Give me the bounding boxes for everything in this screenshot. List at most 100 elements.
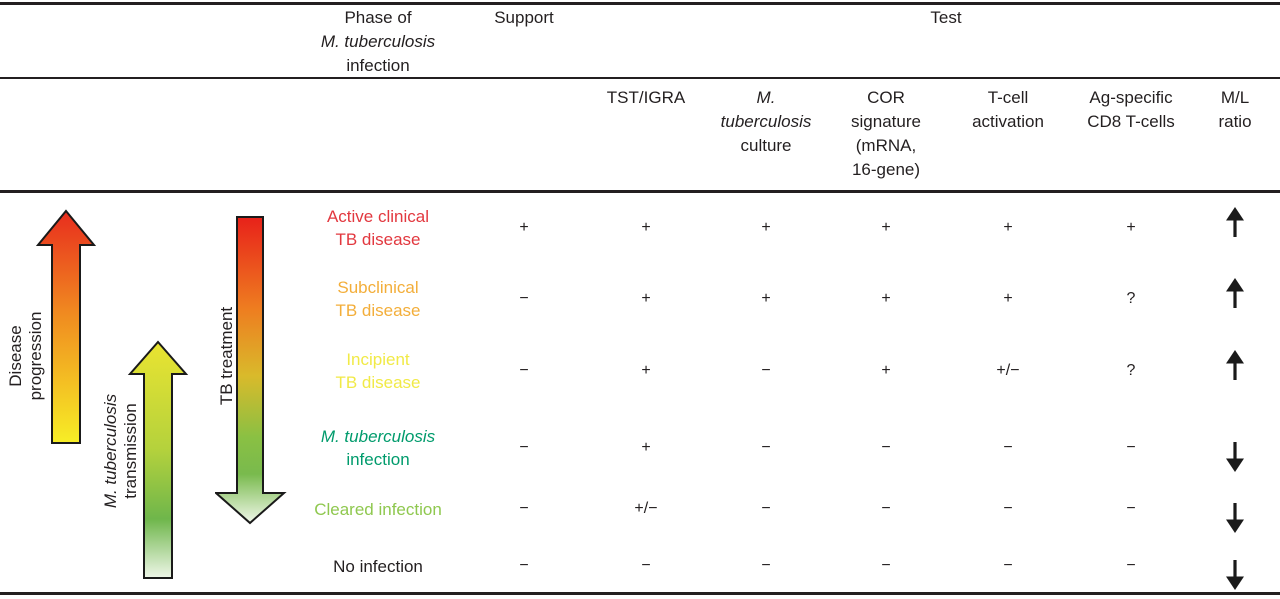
- mtb-transmission-arrow: [127, 340, 189, 579]
- table-bottom-border: [0, 592, 1280, 595]
- text-line: COR: [867, 88, 905, 107]
- ml-ratio-down-arrow: [1226, 503, 1244, 533]
- cell-incipient-tb-disease-support: −: [519, 362, 529, 379]
- cell-subclinical-tb-disease-cor: +: [881, 290, 891, 307]
- text-line: T-cell: [987, 88, 1029, 107]
- text-line: CD8 T-cells: [1087, 112, 1175, 131]
- cell-subclinical-tb-disease-tst-igra: +: [641, 290, 651, 307]
- disease-progression-label: Disease progression: [6, 256, 46, 456]
- cell-no-infection-support: −: [519, 557, 529, 574]
- row-label-no-infection: No infection: [280, 540, 476, 592]
- text-line: TST/IGRA: [606, 88, 686, 107]
- text-line: activation: [972, 112, 1044, 131]
- row-label-mtb-infection: M. tuberculosis infection: [280, 422, 476, 474]
- phase-header-line: infection: [346, 56, 410, 75]
- column-header-phase: Phase of M. tuberculosis infection: [280, 6, 476, 78]
- label-line: TB treatment: [217, 306, 236, 406]
- text-line: TB disease: [335, 230, 421, 249]
- text-line: No infection: [333, 556, 423, 576]
- cell-active-clinical-tb-disease-culture: +: [761, 219, 771, 236]
- text-line: Incipient: [346, 350, 410, 369]
- test-column-header-tst-igra: TST/IGRA: [586, 86, 706, 110]
- cell-mtb-infection-culture: −: [761, 439, 771, 456]
- cell-active-clinical-tb-disease-ag-cd8: +: [1126, 219, 1136, 236]
- test-column-header-cor-signature: COR signature (mRNA, 16-gene): [826, 86, 946, 182]
- text-line: M.: [756, 88, 776, 107]
- cell-no-infection-t-cell: −: [1003, 557, 1013, 574]
- ml-ratio-up-arrow: [1226, 278, 1244, 308]
- column-header-support: Support: [494, 8, 554, 27]
- cell-incipient-tb-disease-ag-cd8: ?: [1126, 362, 1136, 379]
- cell-subclinical-tb-disease-ag-cd8: ?: [1126, 290, 1136, 307]
- cell-subclinical-tb-disease-t-cell: +: [1003, 290, 1013, 307]
- text-line: infection: [346, 450, 410, 469]
- text-line: signature: [851, 112, 921, 131]
- text-line: Cleared infection: [314, 499, 442, 519]
- ml-ratio-up-arrow: [1226, 350, 1244, 380]
- cell-incipient-tb-disease-t-cell: +/−: [996, 362, 1020, 379]
- cell-cleared-infection-tst-igra: +/−: [634, 500, 658, 517]
- label-line: progression: [26, 311, 45, 401]
- text-line: Active clinical: [326, 207, 430, 226]
- cell-no-infection-tst-igra: −: [641, 557, 651, 574]
- ml-ratio-down-arrow: [1226, 560, 1244, 590]
- tb-treatment-label: TB treatment: [217, 256, 237, 456]
- cell-no-infection-cor: −: [881, 557, 891, 574]
- cell-mtb-infection-t-cell: −: [1003, 439, 1013, 456]
- text-line: TB disease: [335, 301, 421, 320]
- cell-mtb-infection-tst-igra: +: [641, 439, 651, 456]
- cell-cleared-infection-culture: −: [761, 500, 771, 517]
- text-line: 16-gene): [851, 160, 921, 179]
- text-line: M/L: [1220, 88, 1250, 107]
- cell-no-infection-ag-cd8: −: [1126, 557, 1136, 574]
- row-label-incipient-tb-disease: Incipient TB disease: [280, 345, 476, 397]
- test-column-header-t-cell-activation: T-cell activation: [948, 86, 1068, 134]
- table-top-border: [0, 2, 1280, 5]
- text-line: (mRNA,: [855, 136, 917, 155]
- cell-cleared-infection-ag-cd8: −: [1126, 500, 1136, 517]
- disease-progression-arrow: [35, 209, 97, 444]
- column-group-header-test: Test: [930, 8, 962, 27]
- ml-ratio-down-arrow: [1226, 442, 1244, 472]
- text-line: ratio: [1218, 112, 1252, 131]
- table-subheader-divider: [0, 190, 1280, 193]
- cell-mtb-infection-support: −: [519, 439, 529, 456]
- cell-incipient-tb-disease-cor: +: [881, 362, 891, 379]
- cell-mtb-infection-cor: −: [881, 439, 891, 456]
- table-header-divider: [0, 77, 1280, 79]
- tb-treatment-arrow: [215, 216, 287, 525]
- text-line: culture: [740, 136, 792, 155]
- cell-cleared-infection-support: −: [519, 500, 529, 517]
- row-label-active-clinical-tb-disease: Active clinical TB disease: [280, 202, 476, 254]
- text-line: Ag-specific: [1089, 88, 1173, 107]
- cell-no-infection-culture: −: [761, 557, 771, 574]
- label-line-italic: M. tuberculosis: [101, 393, 120, 509]
- label-line: Disease: [6, 325, 25, 387]
- cell-cleared-infection-t-cell: −: [1003, 500, 1013, 517]
- cell-mtb-infection-ag-cd8: −: [1126, 439, 1136, 456]
- test-column-header-mtb-culture: M. tuberculosis culture: [706, 86, 826, 158]
- cell-active-clinical-tb-disease-cor: +: [881, 219, 891, 236]
- cell-cleared-infection-cor: −: [881, 500, 891, 517]
- phase-header-line-italic: M. tuberculosis: [320, 32, 436, 51]
- label-line: transmission: [121, 403, 140, 499]
- text-line: tuberculosis: [720, 112, 812, 131]
- cell-subclinical-tb-disease-support: −: [519, 290, 529, 307]
- cell-active-clinical-tb-disease-support: +: [519, 219, 529, 236]
- test-column-header-ml-ratio: M/L ratio: [1180, 86, 1280, 134]
- row-label-cleared-infection: Cleared infection: [280, 483, 476, 535]
- cell-subclinical-tb-disease-culture: +: [761, 290, 771, 307]
- ml-ratio-up-arrow: [1226, 207, 1244, 237]
- mtb-transmission-label: M. tuberculosis transmission: [101, 341, 141, 561]
- phase-header-line: Phase of: [344, 8, 412, 27]
- cell-active-clinical-tb-disease-t-cell: +: [1003, 219, 1013, 236]
- cell-incipient-tb-disease-tst-igra: +: [641, 362, 651, 379]
- cell-incipient-tb-disease-culture: −: [761, 362, 771, 379]
- test-column-header-ag-specific-cd8: Ag-specific CD8 T-cells: [1071, 86, 1191, 134]
- text-line: M. tuberculosis: [320, 427, 436, 446]
- cell-active-clinical-tb-disease-tst-igra: +: [641, 219, 651, 236]
- row-label-subclinical-tb-disease: Subclinical TB disease: [280, 273, 476, 325]
- text-line: Subclinical: [337, 278, 419, 297]
- text-line: TB disease: [335, 373, 421, 392]
